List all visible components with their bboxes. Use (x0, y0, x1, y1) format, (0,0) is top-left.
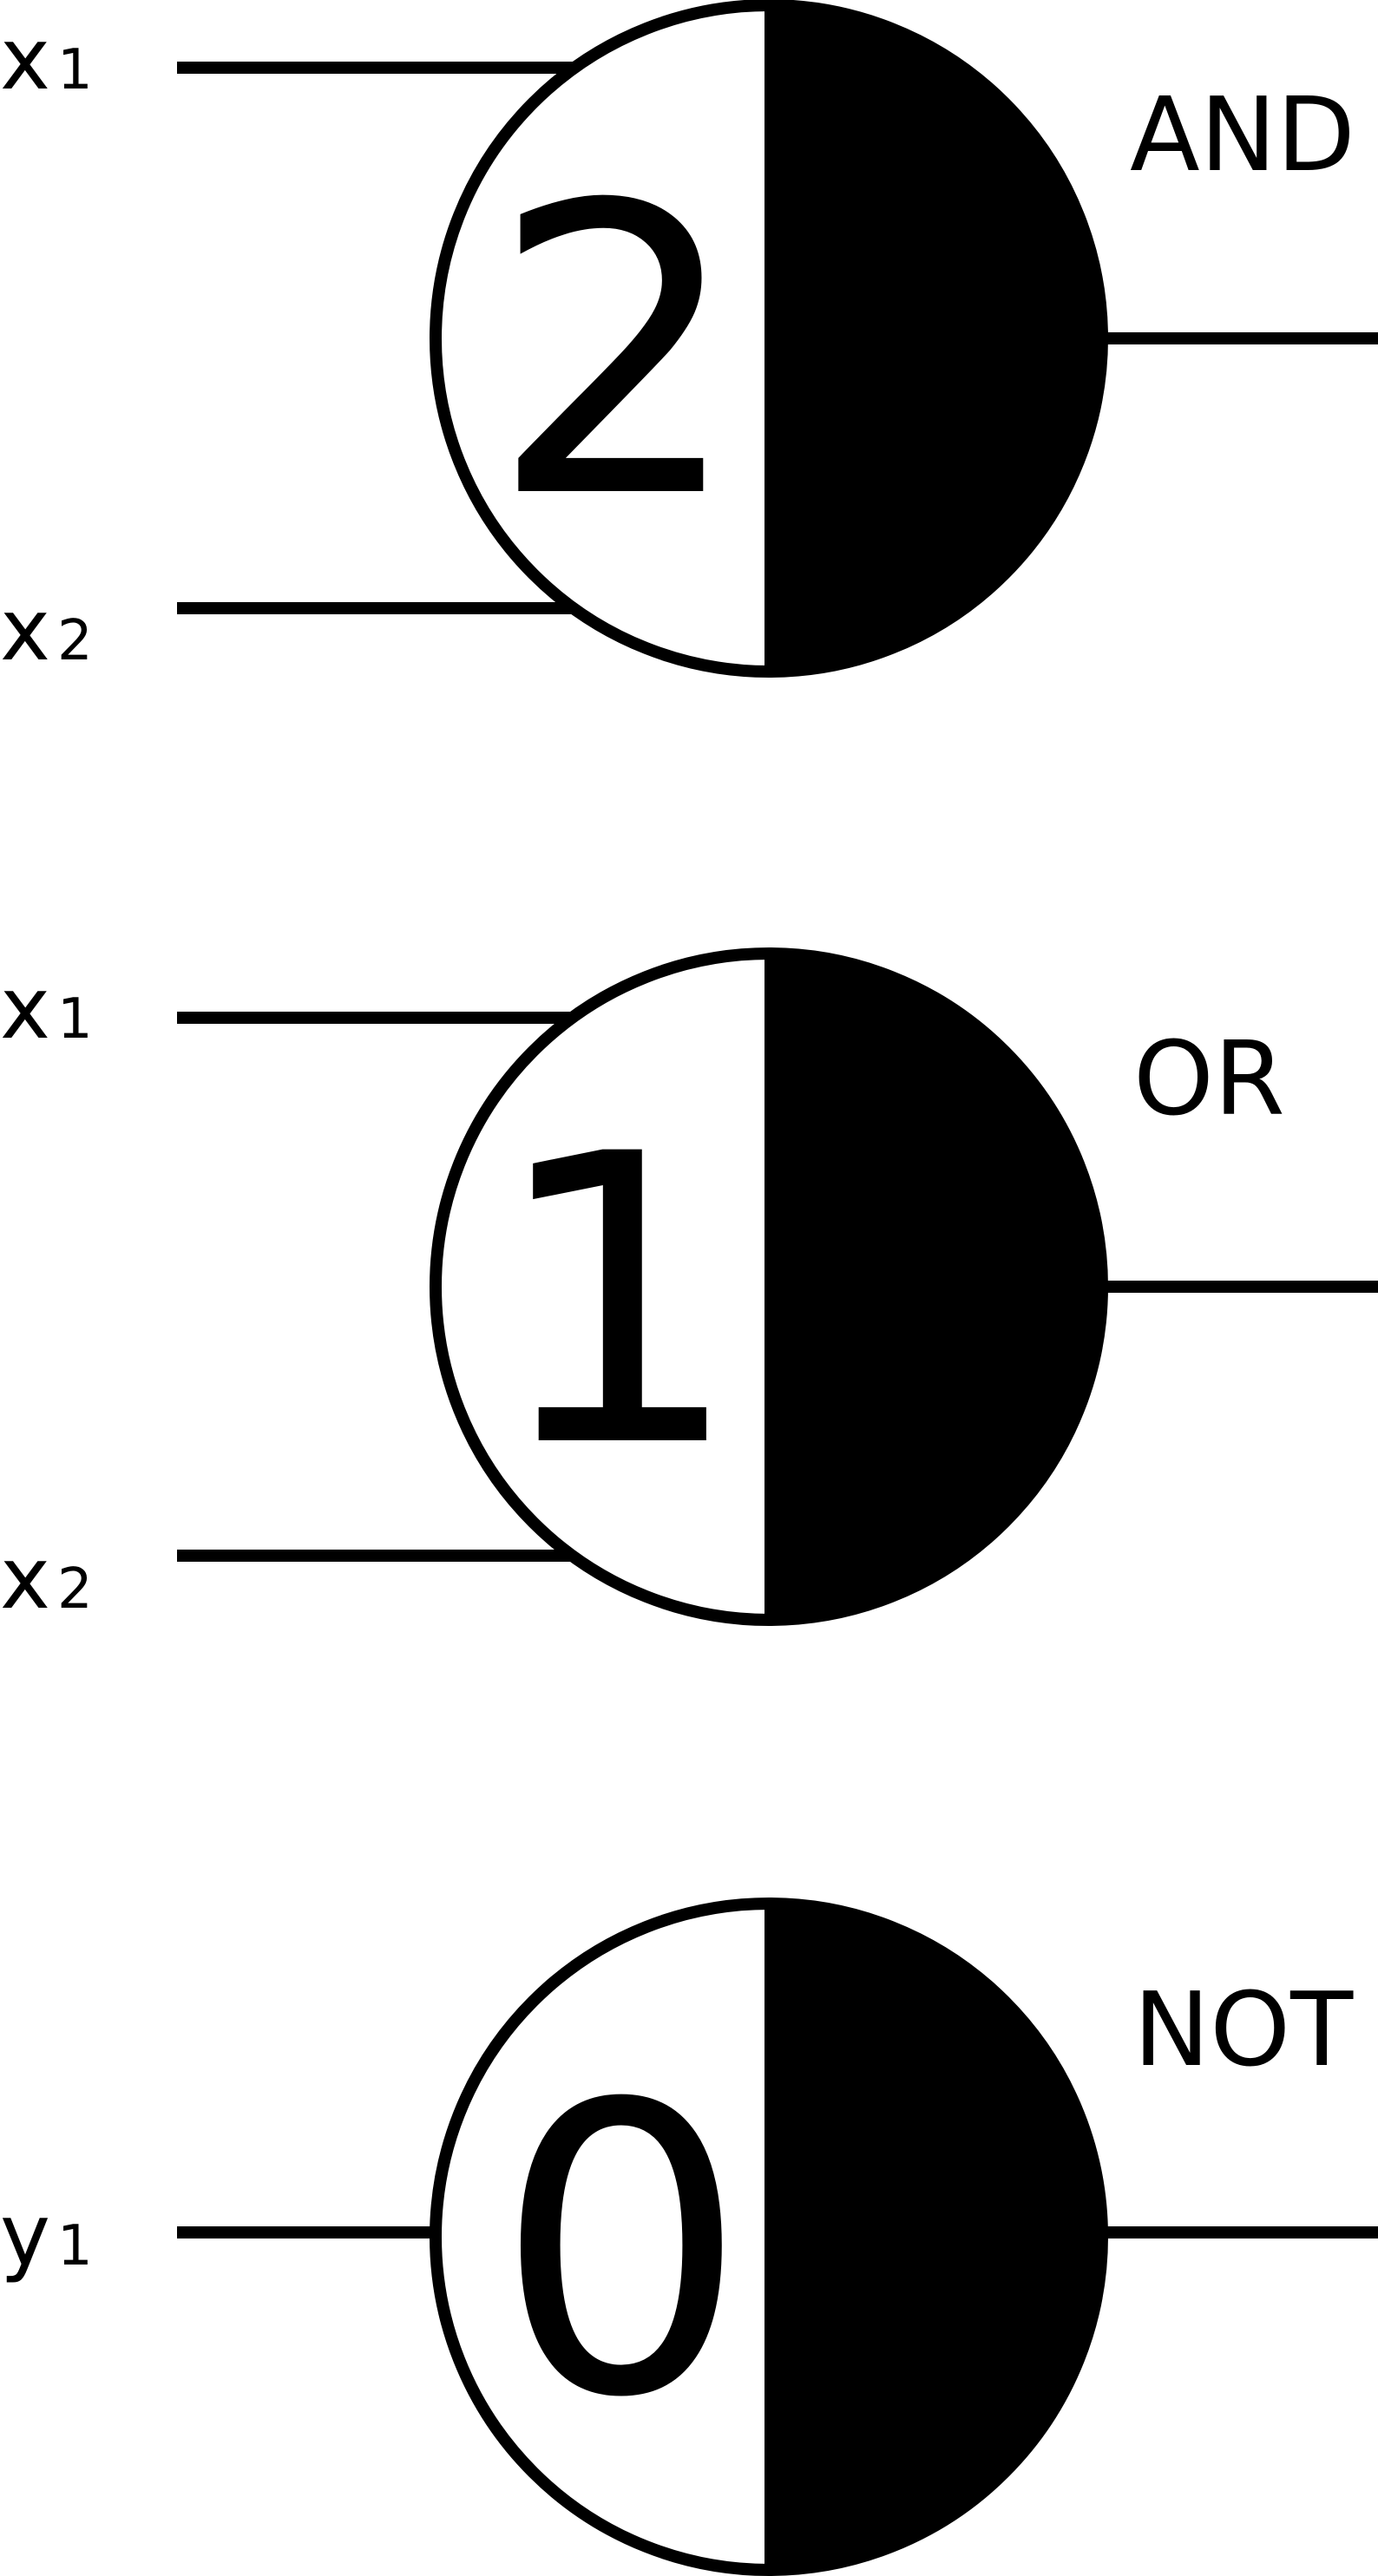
threshold-value: 1 (489, 1071, 744, 1535)
gate-name: AND (1130, 75, 1355, 194)
gate-name: NOT (1133, 1970, 1354, 2089)
neuron-dark-half (769, 954, 1102, 1620)
gate-name: OR (1133, 1019, 1285, 1138)
threshold-value: 2 (489, 121, 744, 586)
neuron-dark-half (769, 1904, 1102, 2570)
threshold-value: 0 (495, 2021, 749, 2485)
neuron-dark-half (769, 5, 1102, 672)
